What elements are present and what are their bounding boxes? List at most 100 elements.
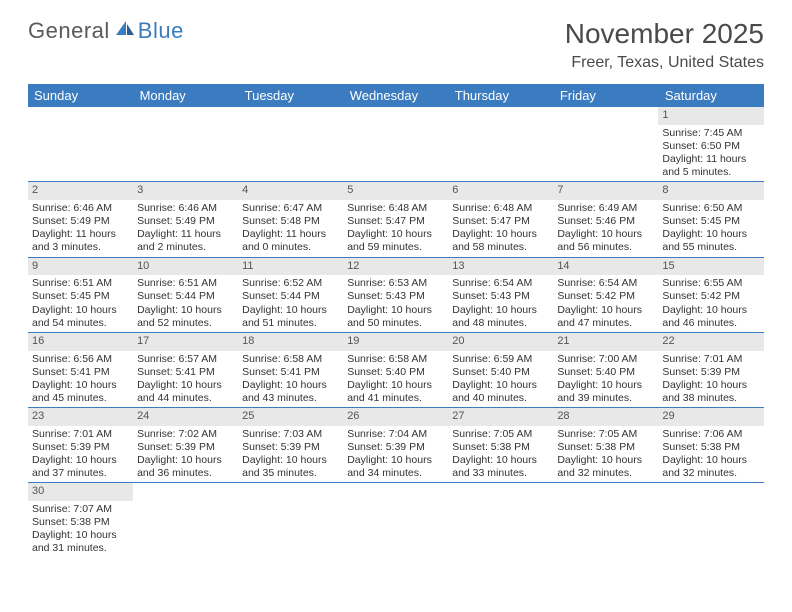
daylight-text: Daylight: 10 hours bbox=[662, 454, 759, 467]
daylight-text-2: and 38 minutes. bbox=[662, 392, 759, 405]
sunrise-text: Sunrise: 7:04 AM bbox=[347, 428, 444, 441]
calendar-cell: 13Sunrise: 6:54 AMSunset: 5:43 PMDayligh… bbox=[448, 257, 553, 332]
sunset-text: Sunset: 5:38 PM bbox=[557, 441, 654, 454]
daylight-text: Daylight: 10 hours bbox=[452, 454, 549, 467]
sunset-text: Sunset: 5:38 PM bbox=[662, 441, 759, 454]
daylight-text-2: and 33 minutes. bbox=[452, 467, 549, 480]
day-details: Sunrise: 6:49 AMSunset: 5:46 PMDaylight:… bbox=[553, 200, 658, 257]
day-details: Sunrise: 6:46 AMSunset: 5:49 PMDaylight:… bbox=[28, 200, 133, 257]
title-block: November 2025 Freer, Texas, United State… bbox=[565, 18, 764, 72]
calendar-cell: 17Sunrise: 6:57 AMSunset: 5:41 PMDayligh… bbox=[133, 332, 238, 407]
day-details: Sunrise: 6:48 AMSunset: 5:47 PMDaylight:… bbox=[448, 200, 553, 257]
calendar-cell: 3Sunrise: 6:46 AMSunset: 5:49 PMDaylight… bbox=[133, 182, 238, 257]
sunrise-text: Sunrise: 7:05 AM bbox=[557, 428, 654, 441]
weekday-header-row: Sunday Monday Tuesday Wednesday Thursday… bbox=[28, 84, 764, 107]
sunset-text: Sunset: 5:39 PM bbox=[347, 441, 444, 454]
daylight-text: Daylight: 10 hours bbox=[137, 454, 234, 467]
daylight-text-2: and 40 minutes. bbox=[452, 392, 549, 405]
calendar-cell: 1Sunrise: 7:45 AMSunset: 6:50 PMDaylight… bbox=[658, 107, 763, 182]
daylight-text: Daylight: 10 hours bbox=[137, 379, 234, 392]
weekday-header: Friday bbox=[553, 84, 658, 107]
daylight-text-2: and 51 minutes. bbox=[242, 317, 339, 330]
daylight-text: Daylight: 10 hours bbox=[32, 379, 129, 392]
calendar-cell: 18Sunrise: 6:58 AMSunset: 5:41 PMDayligh… bbox=[238, 332, 343, 407]
calendar-cell: 30Sunrise: 7:07 AMSunset: 5:38 PMDayligh… bbox=[28, 483, 133, 558]
daylight-text: Daylight: 10 hours bbox=[32, 454, 129, 467]
sunrise-text: Sunrise: 7:00 AM bbox=[557, 353, 654, 366]
calendar-row: 16Sunrise: 6:56 AMSunset: 5:41 PMDayligh… bbox=[28, 332, 764, 407]
daylight-text-2: and 2 minutes. bbox=[137, 241, 234, 254]
day-details: Sunrise: 6:51 AMSunset: 5:44 PMDaylight:… bbox=[133, 275, 238, 332]
calendar-cell: 14Sunrise: 6:54 AMSunset: 5:42 PMDayligh… bbox=[553, 257, 658, 332]
day-number: 13 bbox=[448, 258, 553, 276]
sunset-text: Sunset: 5:49 PM bbox=[32, 215, 129, 228]
day-details: Sunrise: 6:57 AMSunset: 5:41 PMDaylight:… bbox=[133, 351, 238, 408]
calendar-cell: 15Sunrise: 6:55 AMSunset: 5:42 PMDayligh… bbox=[658, 257, 763, 332]
daylight-text-2: and 3 minutes. bbox=[32, 241, 129, 254]
weekday-header: Thursday bbox=[448, 84, 553, 107]
calendar-cell bbox=[343, 483, 448, 558]
sunset-text: Sunset: 5:41 PM bbox=[32, 366, 129, 379]
sunset-text: Sunset: 5:48 PM bbox=[242, 215, 339, 228]
day-number: 29 bbox=[658, 408, 763, 426]
day-details: Sunrise: 6:58 AMSunset: 5:41 PMDaylight:… bbox=[238, 351, 343, 408]
day-details: Sunrise: 6:54 AMSunset: 5:43 PMDaylight:… bbox=[448, 275, 553, 332]
daylight-text-2: and 32 minutes. bbox=[662, 467, 759, 480]
sunrise-text: Sunrise: 6:58 AM bbox=[347, 353, 444, 366]
daylight-text: Daylight: 10 hours bbox=[662, 379, 759, 392]
sunset-text: Sunset: 5:42 PM bbox=[662, 290, 759, 303]
calendar-cell: 8Sunrise: 6:50 AMSunset: 5:45 PMDaylight… bbox=[658, 182, 763, 257]
sunrise-text: Sunrise: 6:54 AM bbox=[557, 277, 654, 290]
day-number: 30 bbox=[28, 483, 133, 501]
daylight-text-2: and 39 minutes. bbox=[557, 392, 654, 405]
calendar-cell: 11Sunrise: 6:52 AMSunset: 5:44 PMDayligh… bbox=[238, 257, 343, 332]
sunset-text: Sunset: 5:45 PM bbox=[32, 290, 129, 303]
calendar-cell: 19Sunrise: 6:58 AMSunset: 5:40 PMDayligh… bbox=[343, 332, 448, 407]
weekday-header: Tuesday bbox=[238, 84, 343, 107]
daylight-text-2: and 52 minutes. bbox=[137, 317, 234, 330]
sunrise-text: Sunrise: 7:07 AM bbox=[32, 503, 129, 516]
daylight-text: Daylight: 10 hours bbox=[32, 304, 129, 317]
day-details: Sunrise: 6:47 AMSunset: 5:48 PMDaylight:… bbox=[238, 200, 343, 257]
daylight-text: Daylight: 10 hours bbox=[347, 379, 444, 392]
sunrise-text: Sunrise: 6:51 AM bbox=[32, 277, 129, 290]
day-details: Sunrise: 7:06 AMSunset: 5:38 PMDaylight:… bbox=[658, 426, 763, 483]
sunset-text: Sunset: 5:39 PM bbox=[32, 441, 129, 454]
day-details: Sunrise: 6:53 AMSunset: 5:43 PMDaylight:… bbox=[343, 275, 448, 332]
weekday-header: Wednesday bbox=[343, 84, 448, 107]
sunrise-text: Sunrise: 6:58 AM bbox=[242, 353, 339, 366]
calendar-row: 23Sunrise: 7:01 AMSunset: 5:39 PMDayligh… bbox=[28, 408, 764, 483]
day-details: Sunrise: 6:50 AMSunset: 5:45 PMDaylight:… bbox=[658, 200, 763, 257]
calendar-row: 9Sunrise: 6:51 AMSunset: 5:45 PMDaylight… bbox=[28, 257, 764, 332]
day-number: 2 bbox=[28, 182, 133, 200]
sunset-text: Sunset: 5:44 PM bbox=[242, 290, 339, 303]
daylight-text-2: and 45 minutes. bbox=[32, 392, 129, 405]
calendar-cell: 21Sunrise: 7:00 AMSunset: 5:40 PMDayligh… bbox=[553, 332, 658, 407]
sunset-text: Sunset: 5:44 PM bbox=[137, 290, 234, 303]
sunrise-text: Sunrise: 7:06 AM bbox=[662, 428, 759, 441]
calendar-cell bbox=[133, 483, 238, 558]
logo: General Blue bbox=[28, 18, 184, 44]
daylight-text-2: and 0 minutes. bbox=[242, 241, 339, 254]
day-details: Sunrise: 6:55 AMSunset: 5:42 PMDaylight:… bbox=[658, 275, 763, 332]
daylight-text: Daylight: 10 hours bbox=[557, 228, 654, 241]
day-number: 19 bbox=[343, 333, 448, 351]
sunrise-text: Sunrise: 6:46 AM bbox=[32, 202, 129, 215]
daylight-text: Daylight: 11 hours bbox=[662, 153, 759, 166]
sunset-text: Sunset: 5:49 PM bbox=[137, 215, 234, 228]
month-title: November 2025 bbox=[565, 18, 764, 50]
sunrise-text: Sunrise: 6:48 AM bbox=[452, 202, 549, 215]
calendar-row: 1Sunrise: 7:45 AMSunset: 6:50 PMDaylight… bbox=[28, 107, 764, 182]
calendar-cell: 16Sunrise: 6:56 AMSunset: 5:41 PMDayligh… bbox=[28, 332, 133, 407]
sunrise-text: Sunrise: 7:02 AM bbox=[137, 428, 234, 441]
day-number: 17 bbox=[133, 333, 238, 351]
sunrise-text: Sunrise: 6:53 AM bbox=[347, 277, 444, 290]
day-number: 5 bbox=[343, 182, 448, 200]
sunrise-text: Sunrise: 6:51 AM bbox=[137, 277, 234, 290]
daylight-text-2: and 41 minutes. bbox=[347, 392, 444, 405]
daylight-text: Daylight: 11 hours bbox=[242, 228, 339, 241]
calendar-cell: 4Sunrise: 6:47 AMSunset: 5:48 PMDaylight… bbox=[238, 182, 343, 257]
day-details: Sunrise: 7:02 AMSunset: 5:39 PMDaylight:… bbox=[133, 426, 238, 483]
day-number: 18 bbox=[238, 333, 343, 351]
day-details: Sunrise: 6:56 AMSunset: 5:41 PMDaylight:… bbox=[28, 351, 133, 408]
